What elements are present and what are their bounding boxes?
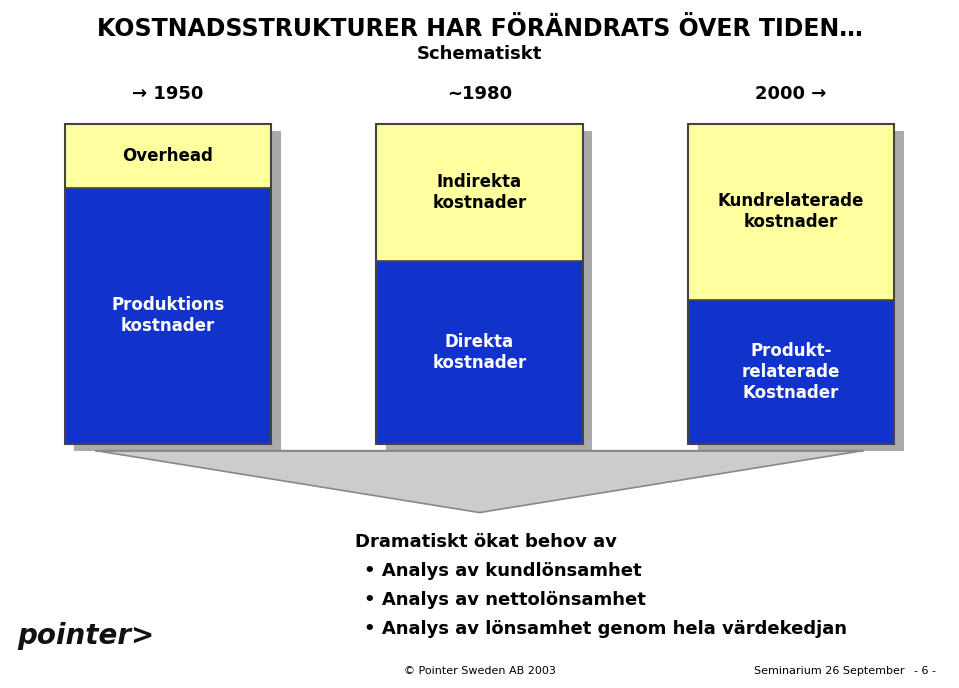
Bar: [64, 124, 270, 188]
Text: KOSTNADSSTRUKTURER HAR FÖRÄNDRATS ÖVER TIDEN…: KOSTNADSSTRUKTURER HAR FÖRÄNDRATS ÖVER T…: [97, 17, 862, 41]
Text: Produkt-
relaterade
Kostnader: Produkt- relaterade Kostnader: [742, 342, 840, 402]
Bar: [64, 188, 270, 444]
Bar: [688, 124, 894, 444]
Text: Dramatiskt ökat behov av: Dramatiskt ökat behov av: [355, 533, 617, 551]
Text: © Pointer Sweden AB 2003: © Pointer Sweden AB 2003: [404, 665, 555, 676]
Text: • Analys av kundlönsamhet: • Analys av kundlönsamhet: [364, 562, 642, 580]
Bar: [376, 261, 583, 444]
Bar: [697, 131, 903, 451]
Bar: [376, 124, 583, 444]
Text: ~1980: ~1980: [447, 85, 512, 103]
Text: Direkta
kostnader: Direkta kostnader: [433, 333, 526, 372]
Bar: [64, 124, 270, 444]
Text: Seminarium 26 September: Seminarium 26 September: [755, 665, 904, 676]
Text: • Analys av nettolönsamhet: • Analys av nettolönsamhet: [364, 591, 646, 609]
Text: Produktions
kostnader: Produktions kostnader: [111, 297, 224, 335]
Text: pointer>: pointer>: [17, 622, 154, 650]
Text: • Analys av lönsamhet genom hela värdekedjan: • Analys av lönsamhet genom hela värdeke…: [364, 620, 848, 638]
Polygon shape: [96, 451, 863, 513]
Text: Schematiskt: Schematiskt: [417, 45, 542, 63]
Text: 2000 →: 2000 →: [756, 85, 827, 103]
Bar: [75, 131, 280, 451]
Bar: [376, 124, 583, 261]
Bar: [688, 300, 894, 444]
Text: - 6 -: - 6 -: [915, 665, 936, 676]
Text: Kundrelaterade
kostnader: Kundrelaterade kostnader: [718, 193, 864, 231]
Text: Overhead: Overhead: [123, 147, 213, 165]
Text: Indirekta
kostnader: Indirekta kostnader: [433, 173, 526, 212]
Bar: [688, 124, 894, 300]
Bar: [386, 131, 593, 451]
Text: → 1950: → 1950: [132, 85, 203, 103]
